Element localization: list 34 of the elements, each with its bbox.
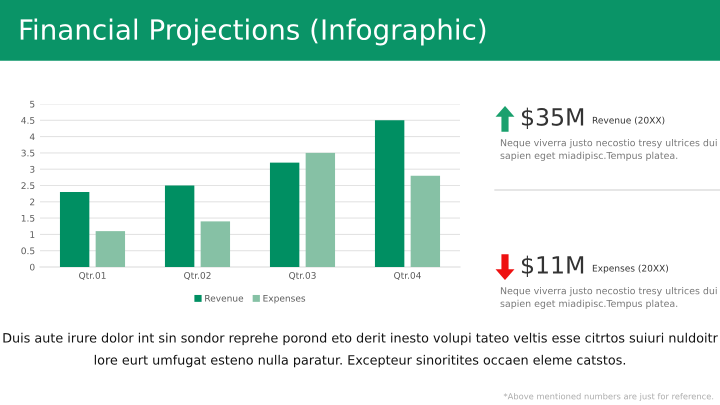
text: Neque viverra justo necostio tresy ultrices dui sapien eget miadipisc.Tempus platea. <box>500 139 717 161</box>
y-tick-label: 1.5 <box>22 214 34 222</box>
bar <box>200 221 230 267</box>
y-tick-label: 4 <box>30 133 35 140</box>
text: $11M <box>522 256 584 277</box>
text: $35M <box>522 108 584 129</box>
text: *Above mentioned numbers are just for reference. <box>504 392 714 402</box>
y-tick-label: 5 <box>30 100 34 108</box>
bar <box>306 152 336 267</box>
x-tick-label: Qtr.04 <box>394 272 421 280</box>
y-tick-label: 0 <box>30 264 35 271</box>
bar <box>374 120 404 267</box>
text: Duis aute irure dolor int sin sondor reprehe porond eto derit inesto volupi tateo veltis esse citrtos suiuri nuldoitr lore eurt umfugat esteno nulla paratur. Excepteur sinoritites occaen eleme catstos. <box>3 332 718 368</box>
y-tick-label: 3.5 <box>21 150 34 156</box>
x-tick-label: Qtr.01 <box>79 272 106 280</box>
text: Revenue (20XX) <box>592 116 664 125</box>
chart-title: Financial Projections (Infographic) <box>20 18 486 46</box>
legend-label: Revenue <box>205 294 244 302</box>
bar <box>164 186 194 267</box>
y-tick-label: 2.5 <box>21 182 34 190</box>
bar <box>60 192 90 267</box>
y-tick-label: 1 <box>30 231 34 238</box>
y-tick-label: 4.5 <box>21 117 34 124</box>
x-tick-label: Qtr.02 <box>184 272 211 280</box>
y-tick-label: 3 <box>30 166 34 173</box>
y-tick-label: 0.5 <box>21 247 34 254</box>
bar <box>96 231 126 267</box>
text: Expenses (20XX) <box>592 264 668 274</box>
bar <box>270 162 300 267</box>
x-tick-label: Qtr.03 <box>289 272 316 280</box>
legend-label: Expenses <box>263 294 306 304</box>
y-tick-label: 2 <box>30 198 34 206</box>
bar <box>410 176 440 267</box>
text: Neque viverra justo necostio tresy ultrices dui sapien eget miadipisc.Tempus platea. <box>500 287 717 309</box>
